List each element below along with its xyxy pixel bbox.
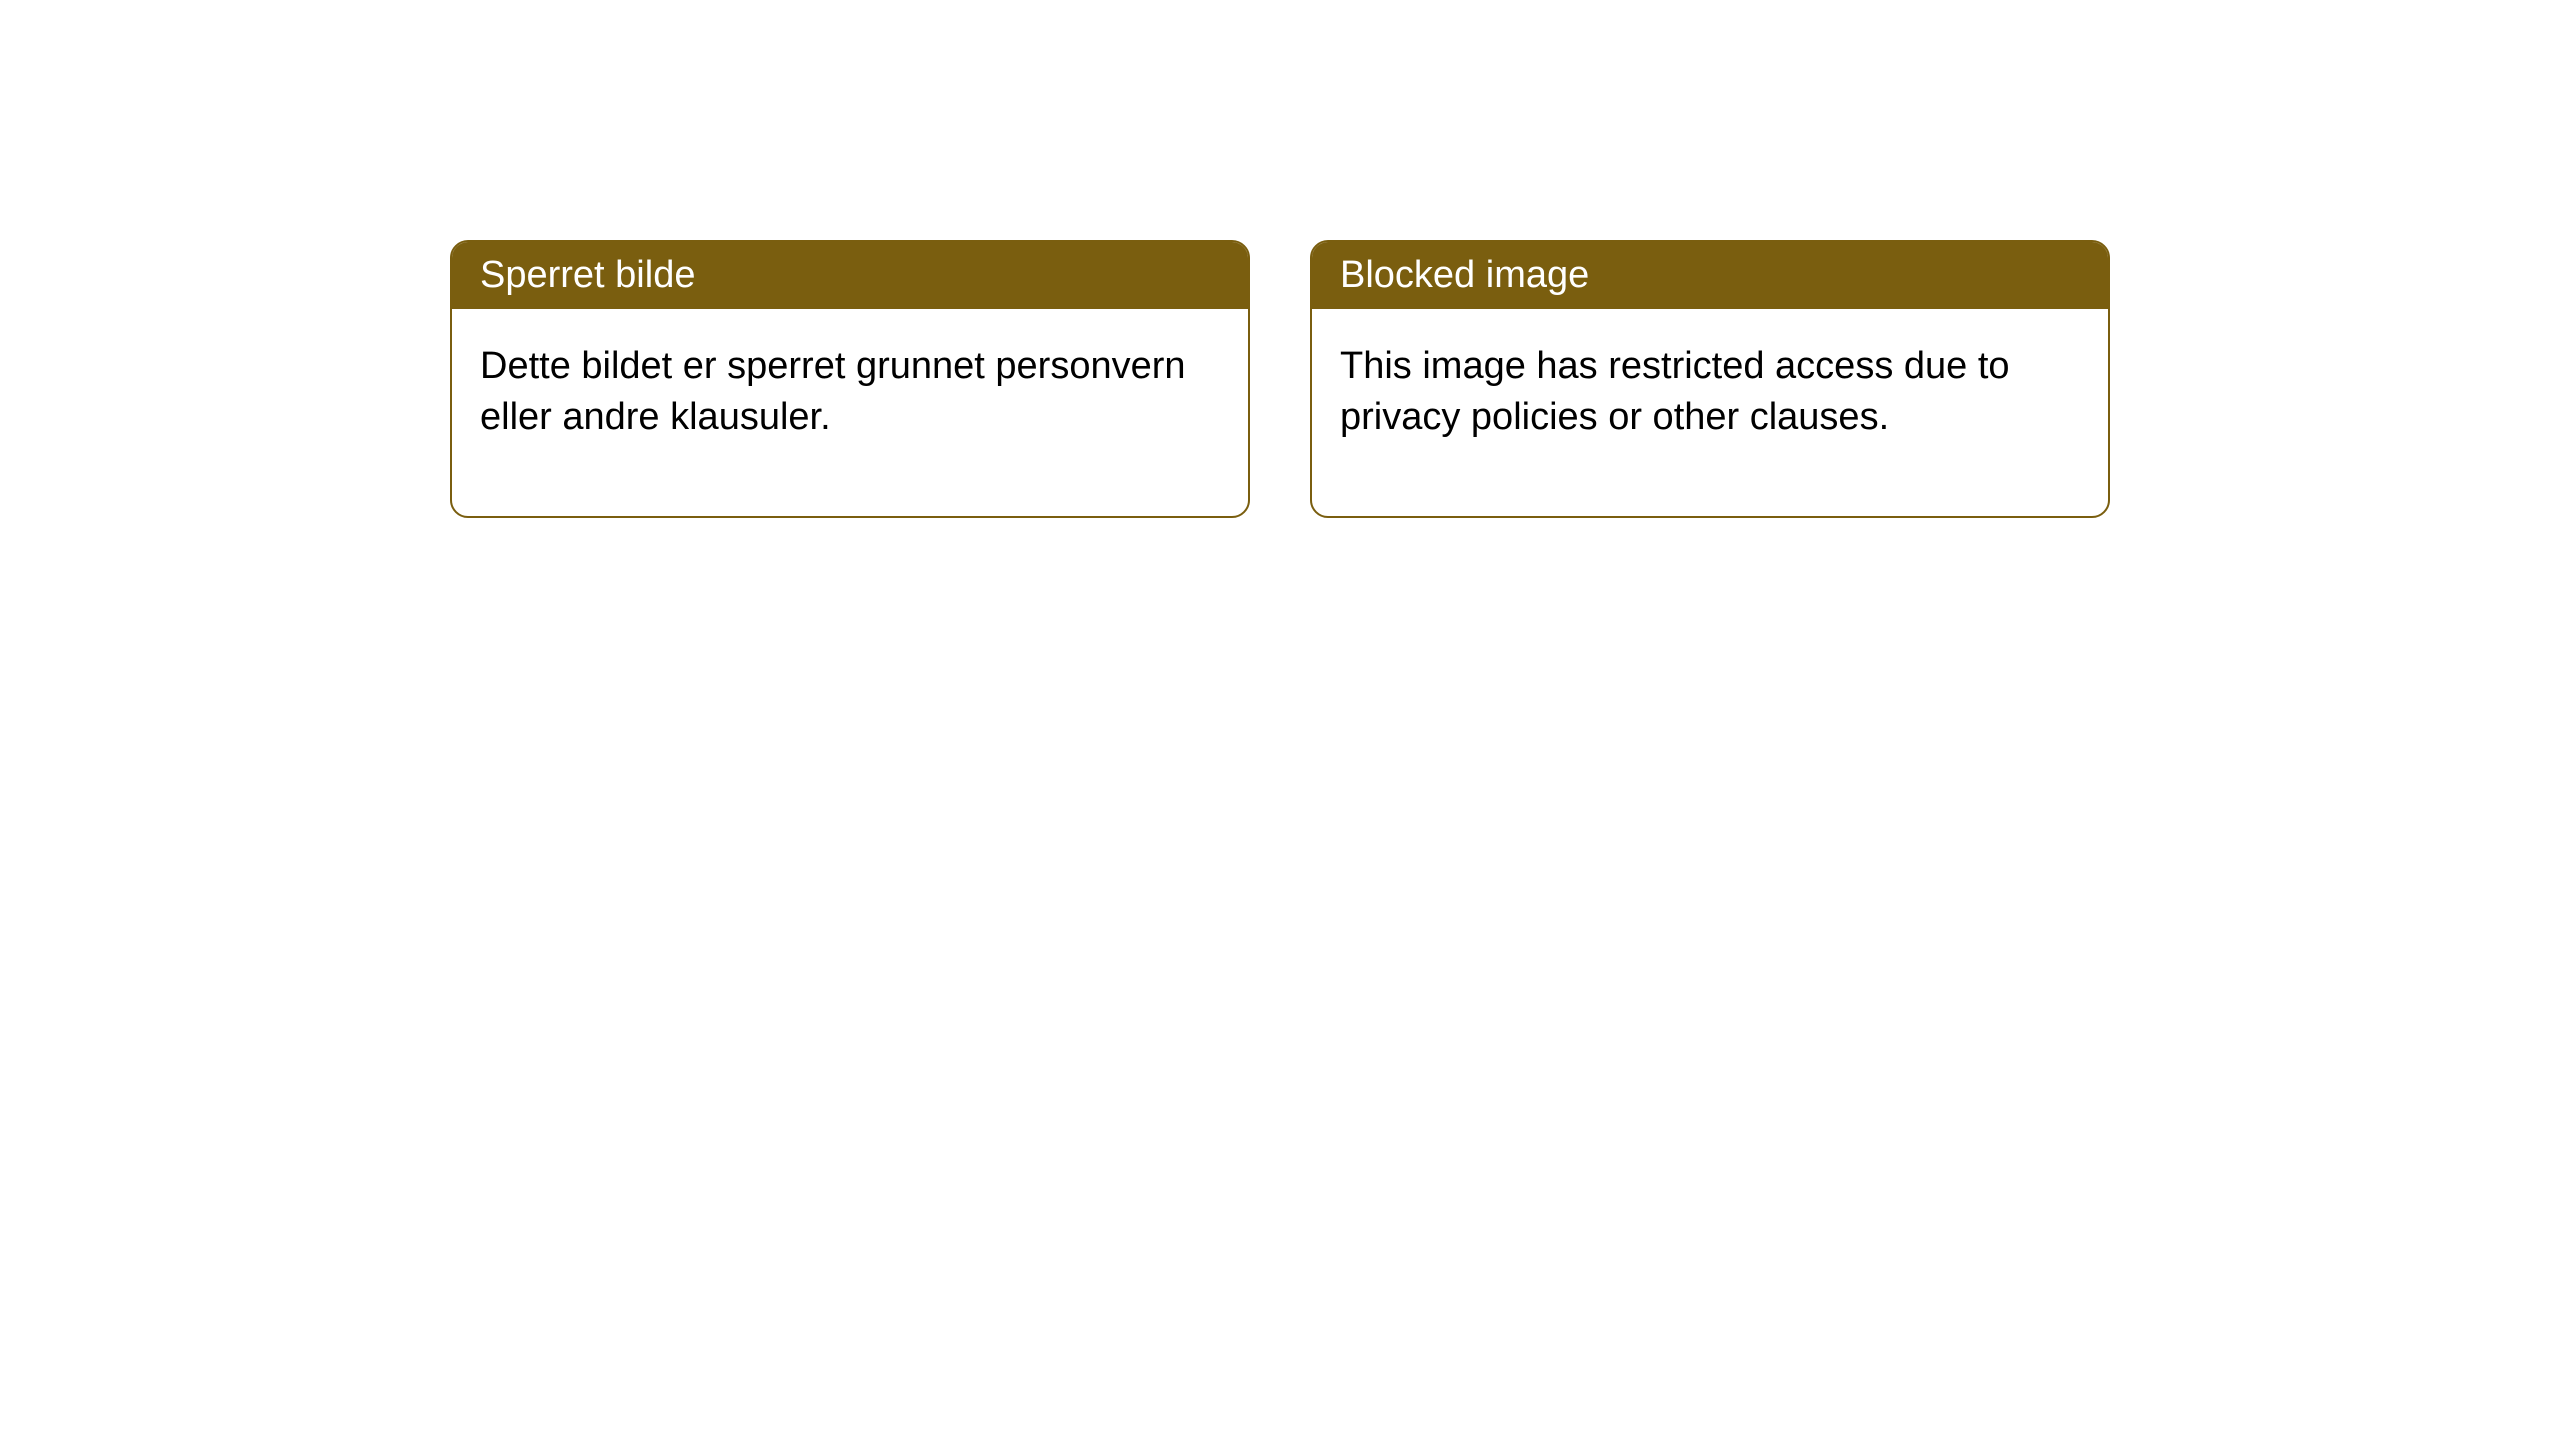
notice-card-english: Blocked image This image has restricted … [1310, 240, 2110, 518]
notice-card-norwegian: Sperret bilde Dette bildet er sperret gr… [450, 240, 1250, 518]
notice-header-english: Blocked image [1312, 242, 2108, 309]
notice-header-norwegian: Sperret bilde [452, 242, 1248, 309]
notice-container: Sperret bilde Dette bildet er sperret gr… [450, 240, 2110, 518]
notice-body-norwegian: Dette bildet er sperret grunnet personve… [452, 309, 1248, 516]
notice-body-english: This image has restricted access due to … [1312, 309, 2108, 516]
